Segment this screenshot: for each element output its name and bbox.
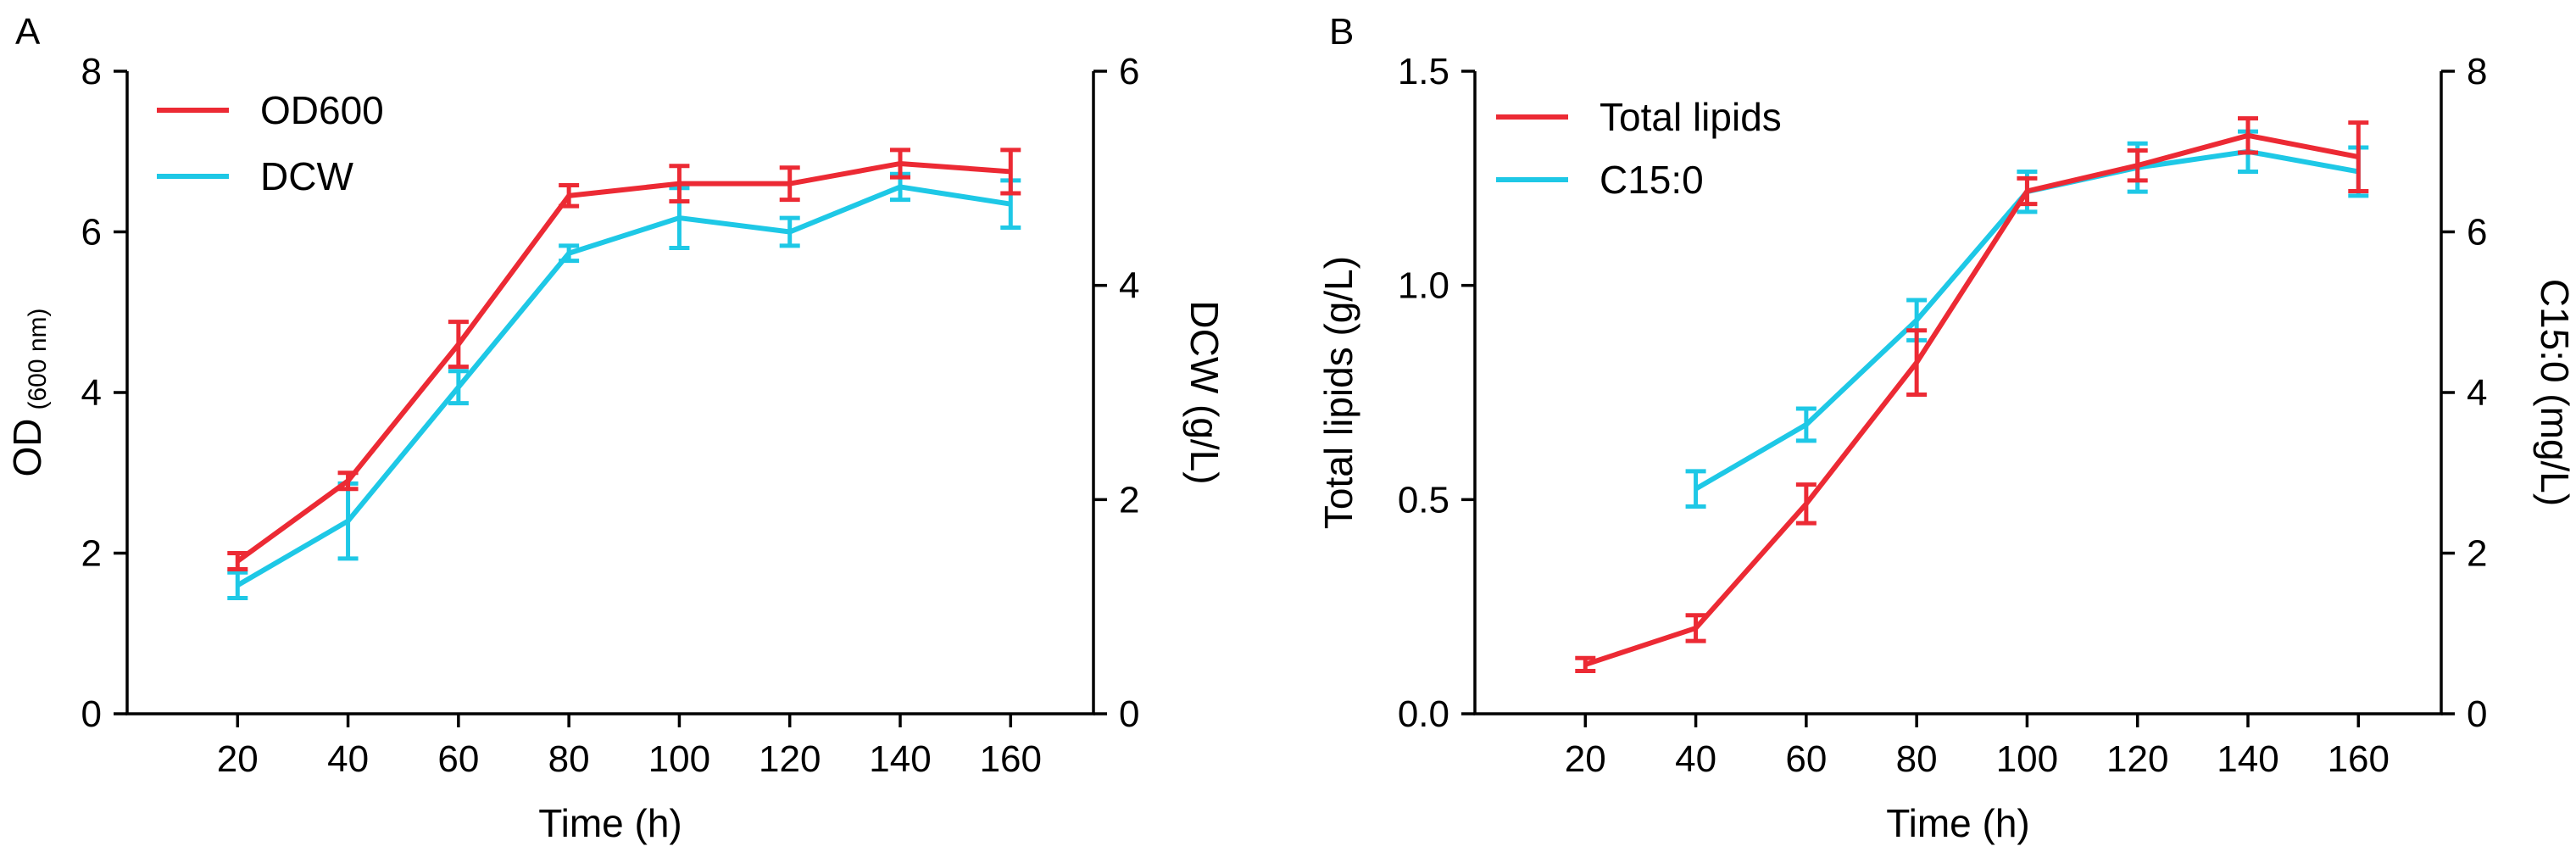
legend: OD600 DCW	[157, 88, 384, 198]
panel-label: B	[1329, 11, 1354, 53]
error-bar	[559, 183, 580, 209]
x-tick-label: 40	[327, 738, 369, 780]
series-line	[1584, 132, 2359, 667]
legend-label: DCW	[260, 154, 353, 198]
y-axis-title-left-group: OD (600 nm)	[5, 308, 52, 476]
x-tick-label: 60	[437, 738, 479, 780]
error-bar	[1000, 148, 1021, 196]
error-bar	[227, 551, 248, 571]
error-bar	[1906, 328, 1928, 398]
series-dcw	[227, 171, 1021, 601]
error-bar	[1795, 482, 1817, 526]
error-bar	[669, 164, 690, 203]
x-tick-label: 160	[980, 738, 1042, 780]
x-tick-label: 80	[1896, 738, 1938, 780]
y-axis-title-sub: (600 nm)	[24, 308, 52, 409]
legend-label: Total lipids	[1600, 95, 1782, 139]
x-axis-title: Time (h)	[1886, 801, 2030, 845]
x-tick-label: 160	[2328, 738, 2390, 780]
y-tick-label-left: 6	[81, 212, 102, 253]
series-total-lipids	[1575, 116, 2369, 673]
error-bar	[559, 243, 580, 264]
series-line	[236, 160, 1011, 564]
x-axis-title: Time (h)	[538, 801, 682, 845]
y-axis-title-right: DCW (g/L)	[1182, 300, 1227, 484]
y-axis-title-right: C15:0 (mg/L)	[2533, 279, 2576, 506]
error-bar	[2238, 116, 2258, 155]
y-tick-label-left: 0.5	[1398, 479, 1449, 521]
error-bar	[2017, 175, 2038, 207]
y-tick-label-right: 0	[1119, 693, 1139, 735]
y-axis-title-left-group: Total lipids (g/L)	[1316, 256, 1360, 529]
legend-label: OD600	[260, 88, 384, 132]
x-tick-label: 60	[1785, 738, 1827, 780]
legend-label: C15:0	[1600, 158, 1704, 202]
legend: Total lipids C15:0	[1496, 95, 1782, 202]
error-bar	[2348, 120, 2369, 193]
error-bar	[448, 369, 469, 406]
y-tick-label-left: 1.0	[1398, 265, 1449, 307]
y-tick-label-right: 6	[1119, 51, 1139, 92]
error-bar	[2127, 148, 2148, 183]
y-axis-title-left: OD (600 nm)	[5, 308, 52, 476]
x-tick-label: 100	[648, 738, 710, 780]
y-axis-title-main: Total lipids (g/L)	[1316, 256, 1360, 529]
error-bar	[779, 215, 800, 248]
y-axis-title-main: OD	[5, 419, 49, 477]
y-tick-label-right: 2	[1119, 479, 1139, 521]
y-tick-label-left: 0.0	[1398, 693, 1449, 735]
y-tick-label-left: 8	[81, 51, 102, 92]
y-tick-label-right: 8	[2467, 51, 2487, 92]
error-bar	[1685, 613, 1706, 643]
error-bar	[337, 470, 359, 492]
series-od600	[227, 148, 1021, 571]
series-line	[236, 184, 1011, 587]
y-tick-label-right: 2	[2467, 533, 2487, 575]
x-tick-label: 140	[2217, 738, 2278, 780]
x-tick-label: 120	[2106, 738, 2168, 780]
y-tick-label-left: 4	[81, 372, 102, 414]
error-bar	[890, 148, 910, 180]
x-tick-label: 40	[1675, 738, 1716, 780]
panel-label: A	[15, 11, 41, 53]
x-tick-label: 20	[1565, 738, 1606, 780]
y-tick-label-right: 6	[2467, 212, 2487, 253]
y-tick-label-left: 1.5	[1398, 51, 1449, 92]
x-tick-label: 100	[1996, 738, 2058, 780]
y-axis-title-left: Total lipids (g/L)	[1316, 256, 1360, 529]
y-tick-label-right: 4	[1119, 265, 1139, 307]
x-tick-label: 120	[759, 738, 821, 780]
y-tick-label-left: 0	[81, 693, 102, 735]
x-tick-label: 80	[548, 738, 590, 780]
error-bar	[1795, 406, 1817, 443]
error-bar	[779, 165, 800, 203]
y-tick-label-right: 4	[2467, 372, 2487, 414]
y-tick-label-right: 0	[2467, 693, 2487, 735]
x-tick-label: 140	[869, 738, 931, 780]
error-bar	[227, 570, 248, 601]
y-axis-title-right-group: C15:0 (mg/L)	[2533, 279, 2576, 506]
y-tick-label-left: 2	[81, 533, 102, 575]
error-bar	[1685, 469, 1706, 509]
x-tick-label: 20	[217, 738, 259, 780]
error-bar	[337, 481, 359, 561]
y-axis-title-right-group: DCW (g/L)	[1182, 300, 1227, 484]
error-bar	[1575, 655, 1596, 673]
error-bar	[448, 320, 469, 370]
